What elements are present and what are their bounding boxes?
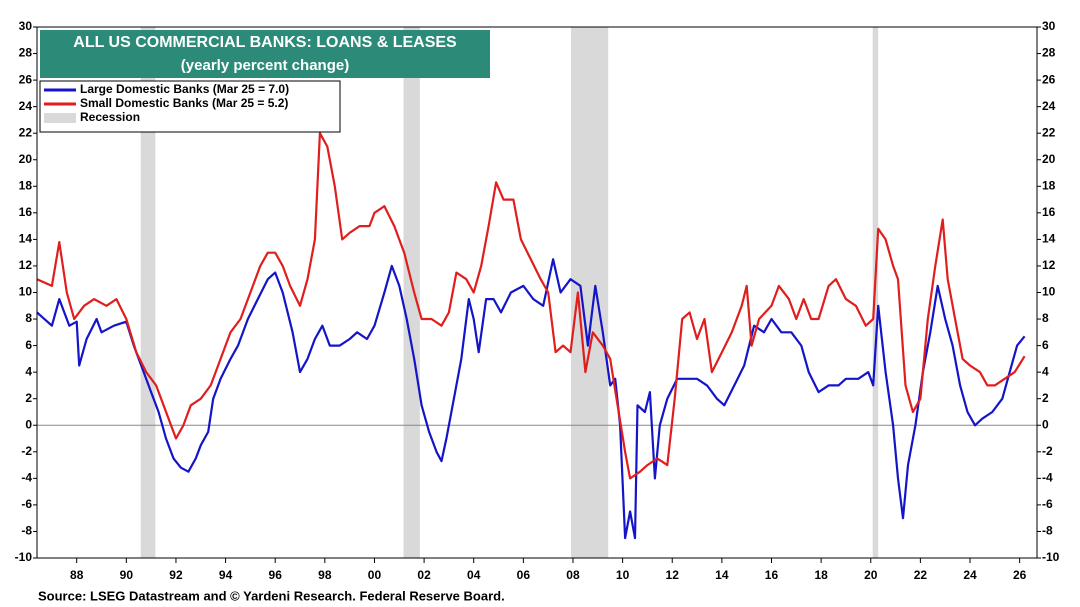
y2-tick-label: 20 (1042, 152, 1056, 166)
y-tick-label: -4 (21, 471, 32, 485)
y2-tick-label: 24 (1042, 99, 1056, 113)
series-line (36, 132, 1026, 480)
y-tick-label: 14 (19, 232, 33, 246)
y-tick-label: 10 (19, 285, 33, 299)
y2-tick-label: 0 (1042, 417, 1049, 431)
y2-tick-label: -10 (1042, 550, 1060, 564)
x-tick-label: 98 (318, 568, 332, 582)
y-tick-label: 28 (19, 46, 33, 60)
x-tick-label: 26 (1013, 568, 1027, 582)
y-tick-label: 30 (19, 19, 33, 33)
y-tick-label: 6 (25, 338, 32, 352)
x-tick-label: 20 (864, 568, 878, 582)
y-tick-label: 2 (25, 391, 32, 405)
recession-band (570, 27, 609, 558)
y-tick-label: -6 (21, 497, 32, 511)
legend-label: Large Domestic Banks (Mar 25 = 7.0) (80, 82, 289, 96)
y2-tick-label: -4 (1042, 471, 1053, 485)
y-tick-label: 20 (19, 152, 33, 166)
x-tick-label: 16 (765, 568, 779, 582)
y-tick-label: 12 (19, 258, 33, 272)
plot-frame (36, 26, 1038, 559)
y-tick-label: 16 (19, 205, 33, 219)
y2-tick-label: 16 (1042, 205, 1056, 219)
y-tick-label: 18 (19, 178, 33, 192)
x-tick-label: 10 (616, 568, 630, 582)
x-tick-label: 88 (70, 568, 84, 582)
legend-label: Recession (80, 110, 140, 124)
y2-tick-label: -8 (1042, 524, 1053, 538)
y2-tick-label: 4 (1042, 364, 1049, 378)
x-tick-label: 24 (963, 568, 977, 582)
y2-tick-label: 18 (1042, 178, 1056, 192)
y-tick-label: -8 (21, 524, 32, 538)
legend (39, 80, 341, 133)
y-tick-label: 0 (25, 417, 32, 431)
y2-tick-label: 8 (1042, 311, 1049, 325)
y-tick-label: 24 (19, 99, 33, 113)
series-line (36, 258, 1026, 540)
x-tick-label: 02 (417, 568, 431, 582)
source-note: Source: LSEG Datastream and © Yardeni Re… (38, 588, 505, 603)
y2-tick-label: 2 (1042, 391, 1049, 405)
x-tick-label: 14 (715, 568, 729, 582)
chart-title: ALL US COMMERCIAL BANKS: LOANS & LEASES (73, 34, 457, 51)
y2-tick-label: 6 (1042, 338, 1049, 352)
x-tick-label: 92 (169, 568, 183, 582)
y-tick-label: 8 (25, 311, 32, 325)
y2-tick-label: -2 (1042, 444, 1053, 458)
y2-tick-label: 28 (1042, 46, 1056, 60)
y2-tick-label: 10 (1042, 285, 1056, 299)
y2-tick-label: -6 (1042, 497, 1053, 511)
x-tick-label: 90 (120, 568, 134, 582)
y-tick-label: -10 (15, 550, 33, 564)
recession-band (403, 27, 420, 558)
x-tick-label: 96 (269, 568, 283, 582)
title-box (40, 30, 490, 78)
x-tick-label: 94 (219, 568, 233, 582)
x-tick-label: 08 (566, 568, 580, 582)
legend-label: Small Domestic Banks (Mar 25 = 5.2) (80, 96, 288, 110)
y2-tick-label: 22 (1042, 125, 1056, 139)
x-tick-label: 06 (517, 568, 531, 582)
plot-area (36, 27, 1037, 558)
x-tick-label: 18 (814, 568, 828, 582)
y2-tick-label: 14 (1042, 232, 1056, 246)
y2-tick-label: 12 (1042, 258, 1056, 272)
x-tick-label: 22 (914, 568, 928, 582)
legend-swatch (44, 113, 76, 123)
y-tick-label: -2 (21, 444, 32, 458)
chart-subtitle: (yearly percent change) (181, 57, 349, 74)
x-tick-label: 04 (467, 568, 481, 582)
x-tick-label: 12 (666, 568, 680, 582)
x-tick-label: 00 (368, 568, 382, 582)
y-tick-label: 26 (19, 72, 33, 86)
y2-tick-label: 30 (1042, 19, 1056, 33)
y-tick-label: 22 (19, 125, 33, 139)
y-tick-label: 4 (25, 364, 32, 378)
y2-tick-label: 26 (1042, 72, 1056, 86)
